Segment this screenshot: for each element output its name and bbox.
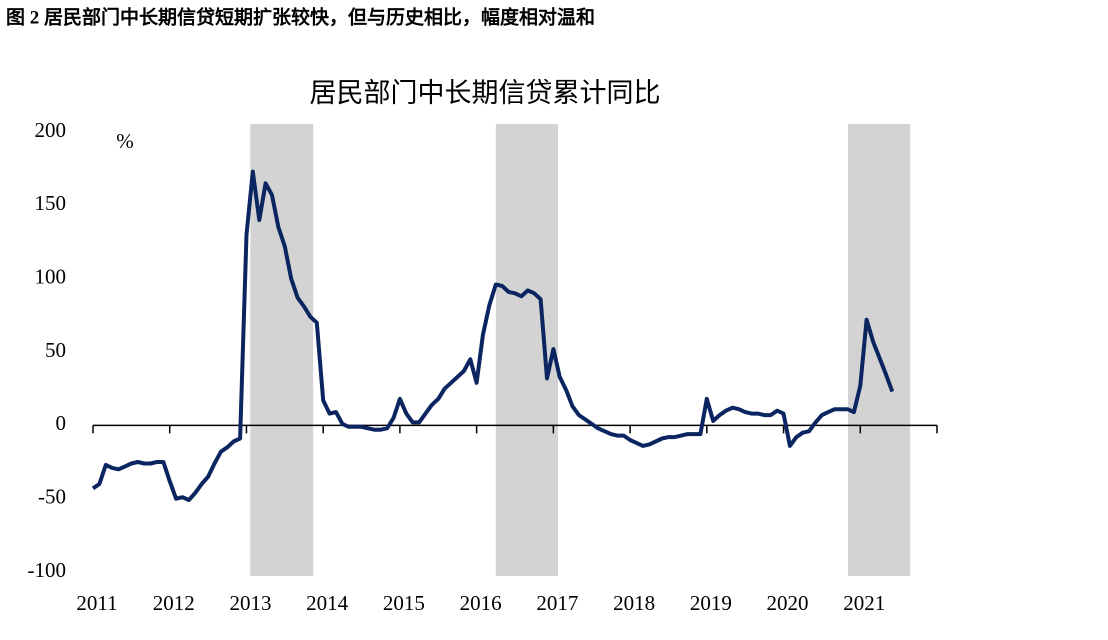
x-tick-label: 2018 xyxy=(613,591,655,615)
y-tick-label: 150 xyxy=(35,191,67,215)
series-line xyxy=(91,169,895,503)
x-tick-label: 2013 xyxy=(229,591,271,615)
x-tick-label: 2012 xyxy=(153,591,195,615)
y-tick-label: 50 xyxy=(45,338,66,362)
y-tick-label: -100 xyxy=(28,558,67,582)
y-tick-label: 200 xyxy=(35,118,67,142)
shaded-period xyxy=(250,124,314,576)
figure-caption: 图 2 居民部门中长期信贷短期扩张较快，但与历史相比，幅度相对温和 xyxy=(6,5,595,28)
x-tick-label: 2020 xyxy=(767,591,809,615)
y-unit: % xyxy=(116,129,134,153)
y-tick-label: 100 xyxy=(35,264,67,288)
shaded-period xyxy=(847,124,911,576)
x-tick-label: 2017 xyxy=(536,591,578,615)
x-tick-label: 2014 xyxy=(306,591,349,615)
shaded-period xyxy=(495,124,558,576)
x-tick-label: 2015 xyxy=(383,591,425,615)
x-tick-label: 2021 xyxy=(843,591,885,615)
x-tick-label: 2019 xyxy=(690,591,732,615)
chart-title: 居民部门中长期信贷累计同比 xyxy=(310,78,661,108)
y-tick-label: 0 xyxy=(56,411,67,435)
x-tick-label: 2016 xyxy=(460,591,502,615)
x-tick-label: 2011 xyxy=(76,591,117,615)
y-tick-label: -50 xyxy=(38,484,66,508)
